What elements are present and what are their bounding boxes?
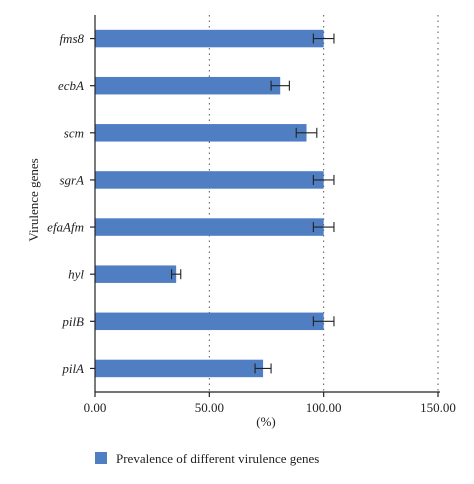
bar-sgrA [95,171,324,189]
legend-swatch [95,452,107,464]
category-label-scm: scm [64,125,84,140]
error-bar-sgrA [312,174,335,185]
bar-scm [95,124,307,142]
category-label-sgrA: sgrA [59,172,84,187]
category-labels: fms8 ecbA scm sgrA efaAfm hyl pilB pilA [47,31,84,376]
x-tick-label-1: 50.00 [195,400,224,415]
category-label-fms8: fms8 [59,31,84,46]
error-bar-ecbA [270,80,290,91]
bar-ecbA [95,76,281,95]
category-label-efaAfm: efaAfm [47,220,84,235]
bar-fms8 [95,29,324,48]
bar-efaAfm [95,218,324,236]
category-label-pilB: pilB [61,314,84,329]
error-bar-scm [295,127,318,138]
x-axis-label: (%) [256,414,276,429]
error-bars [171,33,335,374]
x-tick-label-0: 0.00 [84,400,107,415]
legend-label: Prevalence of different virulence genes [116,451,319,466]
x-tick-labels: 0.00 50.00 100.00 150.00 [84,400,456,415]
x-tick-label-2: 100.00 [306,400,342,415]
gridlines [208,15,439,392]
axes [90,15,440,397]
error-bar-fms8 [312,33,335,44]
category-label-ecbA: ecbA [58,78,84,93]
legend: Prevalence of different virulence genes [95,451,319,466]
x-tick-label-3: 150.00 [420,400,456,415]
bars [95,29,324,378]
bar-pilB [95,312,324,331]
category-label-hyl: hyl [68,267,84,282]
error-bar-hyl [171,269,182,280]
bar-hyl [95,265,177,283]
error-bar-pilB [312,316,335,327]
bar-pilA [95,359,264,378]
y-axis-label: Virulence genes [26,158,41,241]
error-bar-efaAfm [312,222,335,233]
error-bar-pilA [254,363,272,374]
category-label-pilA: pilA [61,361,84,376]
